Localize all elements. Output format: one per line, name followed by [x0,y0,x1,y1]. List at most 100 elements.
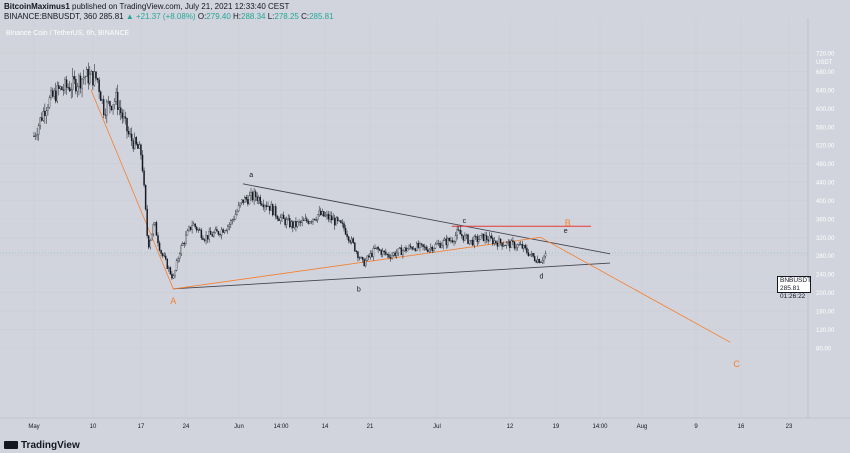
candle [292,220,294,233]
candle [126,117,128,139]
candle [87,62,89,90]
candle [498,235,500,247]
author[interactable]: BitcoinMaximus1 [4,2,70,11]
candle [270,200,272,211]
candle [50,86,52,100]
x-axis-labels: May 10 17 24 Jun 14:00 14 21 Jul 12 19 14:00 Aug 9 16 2… [28,424,793,430]
candle [509,239,511,252]
y-tick-label: 400.00 [816,199,835,205]
candle [430,243,432,253]
candle [403,247,406,252]
candle [313,218,316,221]
tradingview-logo[interactable]: TradingView [4,440,80,451]
candle [285,216,288,229]
candle [53,87,55,100]
candle [82,69,85,85]
candle [172,273,175,279]
candle [323,211,325,217]
candle [247,194,249,207]
candle [81,78,83,98]
candle [202,235,204,241]
candle [185,230,187,246]
candle [130,127,133,147]
candle [315,216,317,222]
bar-countdown: 01:26:22 [780,293,806,300]
candle [439,240,441,249]
candle [70,82,72,99]
candle [411,246,413,251]
tradingview-logo-text: TradingView [21,440,80,451]
price-axis[interactable] [808,18,850,418]
candle [99,90,102,101]
candle [73,70,76,85]
candle [532,252,534,258]
candle [116,84,119,116]
candle [141,150,144,173]
candle [338,220,341,222]
candle [169,266,172,276]
candle [42,107,45,122]
candle [357,250,359,262]
candle [287,213,289,221]
candle [135,136,138,146]
candle [168,265,170,273]
candle [33,131,35,137]
x-tick-label: 24 [183,424,190,430]
candle [98,77,100,99]
candle [127,126,130,137]
candle [233,216,235,223]
candle [175,258,178,272]
candle [409,243,412,250]
candle [261,200,263,207]
candle [507,239,510,247]
x-tick-label: 17 [138,424,145,430]
candle [478,235,480,245]
candle [488,231,491,242]
candle [309,220,311,225]
candle [59,85,62,91]
candle [256,192,258,204]
candle [448,237,451,242]
candle [182,241,184,246]
close-value: 285.81 [309,12,334,21]
candle [364,257,367,268]
candle [456,225,458,240]
candle [368,254,370,261]
symbol-interval[interactable]: BINANCE:BNBUSDT, 360 [4,12,97,21]
candle [327,211,330,223]
candle [459,225,461,235]
candle [329,211,331,223]
candle [253,187,255,205]
plot-area[interactable] [0,18,808,418]
candle [340,219,342,224]
candle [450,236,452,244]
candle [219,233,221,238]
candle [242,199,244,206]
candle [289,215,291,229]
candle [113,98,116,110]
candle [103,95,105,119]
candle [414,247,417,252]
candle [197,228,200,233]
candle [268,205,271,215]
candle [389,254,392,262]
candle [496,240,499,250]
candle [354,242,356,252]
candle [431,245,434,253]
open-label: O: [197,12,207,21]
last-price: 285.81 [99,12,124,21]
candle [524,243,527,251]
candle [529,254,531,257]
candle [188,225,190,232]
candle [124,111,127,125]
candle [92,71,94,91]
candle [408,244,410,250]
candle [337,216,339,224]
candle [316,214,319,223]
candle [312,218,314,226]
candle [504,244,506,247]
candle [267,201,269,208]
candle [258,195,260,205]
candle [298,219,300,226]
